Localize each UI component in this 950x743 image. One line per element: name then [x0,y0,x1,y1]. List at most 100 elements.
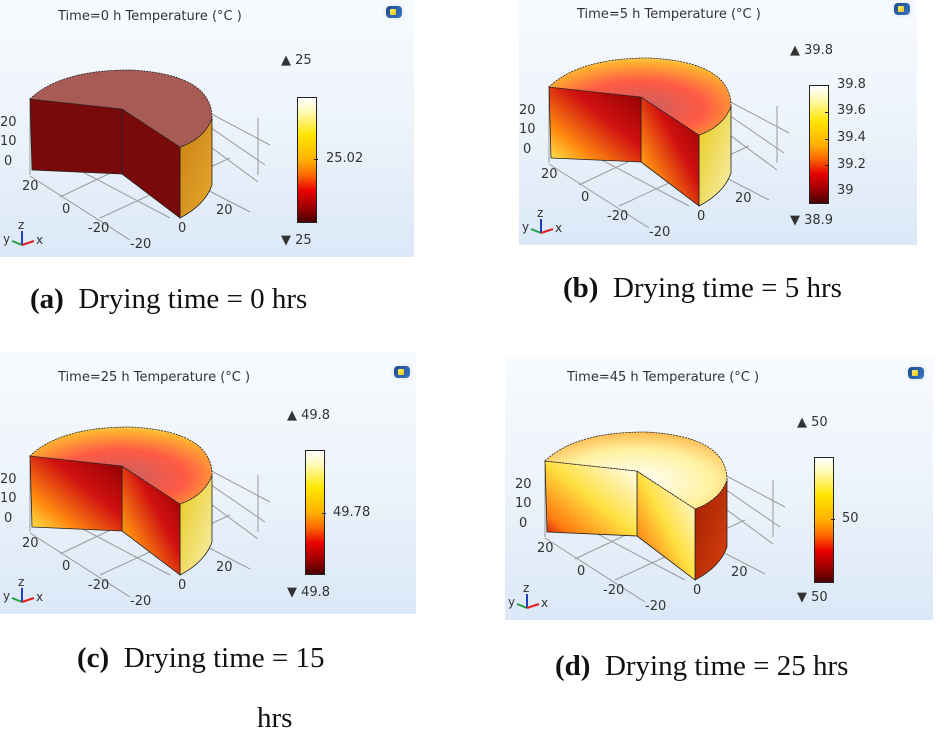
axis-triad: yzx [522,206,562,235]
triad-y-label: y [522,220,529,234]
camera-view-icon[interactable] [908,367,924,379]
cylinder-3d-plot: 20 10 0 20 0 -20 -20 0 20 yzx [519,57,790,240]
camera-view-icon[interactable] [894,3,910,15]
z-tick-label: 0 [4,154,12,169]
caption-text: Drying time = 25 hrs [604,650,849,682]
y-tick-label: 0 [577,564,585,579]
cut-face-left [548,86,642,163]
y-tick-label: 0 [581,190,589,205]
y-tick-label: 0 [62,202,70,217]
cut-face-left [29,455,123,532]
triad-y-label: y [3,232,10,246]
color-legend-bar [814,457,834,583]
triad-x-axis [21,597,35,603]
cylinder-top-face [29,426,213,505]
triad-y-axis [530,228,542,234]
triad-z-label: z [523,581,529,595]
x-tick-label: 0 [178,221,186,236]
y-tick-label: 0 [62,559,70,574]
colorbar-tick-label: 39 [837,183,854,198]
y-tick-label: -20 [603,583,624,598]
x-tick-label: -20 [645,599,666,614]
camera-view-icon[interactable] [394,366,410,378]
camera-view-icon[interactable] [386,6,402,18]
x-tick-label: 20 [216,203,233,218]
min-label: ▼ 38.9 [790,213,834,228]
plot-panel-b: Time=5 h Temperature (°C ) 20 10 0 20 0 -20 -2… [519,0,917,245]
max-label: ▲ 25 [281,53,312,68]
cylinder-top-face [548,57,732,136]
x-tick-label: 20 [216,560,233,575]
z-tick-label: 10 [0,491,17,506]
color-legend-bar [305,450,325,575]
z-tick-label: 0 [4,511,12,526]
triad-z-label: z [537,206,543,220]
plot-title: Time=0 h Temperature (°C ) [58,9,242,24]
plot-panel-d: Time=45 h Temperature (°C ) 20 10 0 20 0 -20 -… [505,357,933,620]
x-tick-label: 0 [697,209,705,224]
y-tick-label: 20 [541,167,558,182]
cylinder-3d-plot: 20 10 0 20 0 -20 -20 0 20 yzx [0,426,271,609]
max-label: ▲ 39.8 [790,43,834,58]
caption-letter: (b) [563,272,599,304]
caption-text: Drying time = 0 hrs [78,283,308,315]
y-tick-label: -20 [607,209,628,224]
caption-text: Drying time = 5 hrs [612,272,842,304]
x-tick-label: -20 [130,237,151,252]
colorbar-tick [831,519,835,520]
min-label: ▼ 25 [281,233,312,248]
x-tick-label: 0 [693,583,701,598]
y-tick-label: 20 [22,179,39,194]
caption-letter: (a) [30,283,64,315]
cut-face-left [29,98,123,175]
plot-panel-a: Time=0 h Temperature (°C ) 20 10 0 20 0 -20 -2… [0,0,414,257]
caption-letter: (d) [555,650,591,682]
axis-triad: yzx [3,218,43,247]
cylinder-3d-plot: 20 10 0 20 0 -20 -20 0 20 yzx [0,69,271,252]
colorbar-tick-label: 25.02 [326,151,364,166]
colorbar-tick [825,112,829,113]
z-tick-label: 0 [519,516,527,531]
plot-title: Time=25 h Temperature (°C ) [58,370,251,385]
z-tick-label: 10 [0,134,17,149]
grid-line [544,537,646,603]
cylinder-3d-plot: 20 10 0 20 0 -20 -20 0 20 yzx [508,431,786,614]
z-tick-label: 20 [0,472,17,487]
colorbar-tick [314,159,318,160]
triad-x-axis [526,603,540,609]
y-tick-label: 20 [22,536,39,551]
max-label: ▲ 49.8 [287,408,331,423]
cylinder-top-face [544,431,728,510]
colorbar-tick [825,139,829,140]
caption-c: (c) Drying time = 15 [77,642,325,675]
z-tick-label: 20 [515,477,532,492]
plot-title: Time=5 h Temperature (°C ) [577,7,761,22]
z-tick-label: 10 [515,496,532,511]
grid-line [548,163,650,229]
color-legend-bar [297,97,317,223]
cut-face-left [544,460,638,537]
x-tick-label: 20 [731,565,748,580]
y-tick-label: 20 [537,541,554,556]
x-tick-label: 20 [735,191,752,206]
triad-y-axis [516,603,528,609]
cylinder-top-face [29,69,213,148]
colorbar-tick-label: 39.2 [837,157,866,172]
triad-x-label: x [36,233,43,247]
caption-a: (a) Drying time = 0 hrs [30,283,307,316]
plot-title: Time=45 h Temperature (°C ) [567,370,760,385]
colorbar-tick-label: 39.8 [837,77,866,92]
min-label: ▼ 50 [797,590,828,605]
caption-letter: (c) [77,642,110,674]
z-tick-label: 20 [0,115,17,130]
triad-z-label: z [18,218,24,232]
colorbar-tick-label: 49.78 [333,505,371,520]
caption-text: Drying time = 15 [123,642,325,674]
colorbar-tick [825,165,829,166]
triad-y-axis [11,240,23,246]
colorbar-tick-label: 39.4 [837,130,866,145]
grid-line [29,175,131,241]
triad-x-label: x [555,221,562,235]
triad-x-axis [540,228,554,234]
axis-triad: yzx [508,581,548,610]
